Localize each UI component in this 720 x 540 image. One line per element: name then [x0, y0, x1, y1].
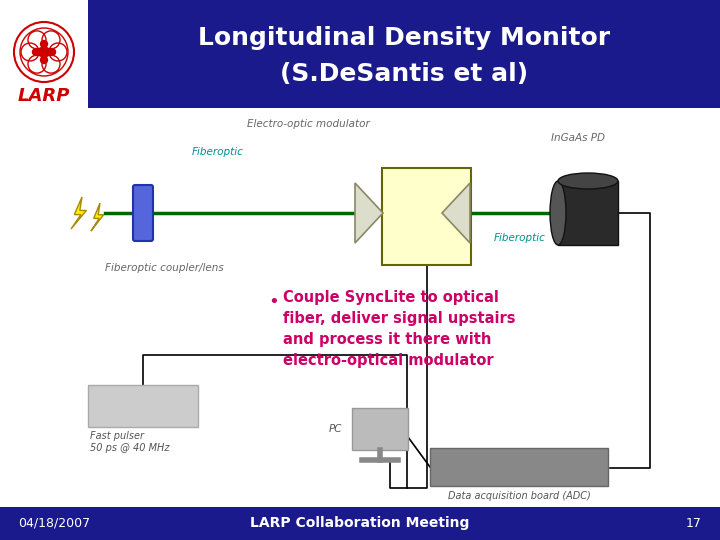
Ellipse shape: [550, 181, 566, 245]
FancyBboxPatch shape: [88, 385, 198, 427]
Polygon shape: [91, 203, 104, 231]
Circle shape: [39, 47, 49, 57]
Circle shape: [40, 57, 48, 64]
Text: Couple SyncLite to optical
fiber, deliver signal upstairs
and process it there w: Couple SyncLite to optical fiber, delive…: [283, 290, 516, 368]
FancyBboxPatch shape: [352, 408, 408, 450]
Text: 17: 17: [686, 517, 702, 530]
Text: Fiberoptic coupler/lens: Fiberoptic coupler/lens: [105, 263, 224, 273]
Text: (S.DeSantis et al): (S.DeSantis et al): [280, 62, 528, 86]
FancyBboxPatch shape: [133, 185, 153, 241]
Text: 04/18/2007: 04/18/2007: [18, 517, 90, 530]
FancyBboxPatch shape: [382, 168, 471, 265]
Text: Data acquisition board (ADC): Data acquisition board (ADC): [448, 491, 590, 501]
Text: Fast pulser
50 ps @ 40 MHz: Fast pulser 50 ps @ 40 MHz: [90, 431, 169, 453]
Polygon shape: [71, 197, 86, 229]
FancyBboxPatch shape: [0, 0, 720, 108]
Text: Longitudinal Density Monitor: Longitudinal Density Monitor: [198, 26, 610, 50]
FancyBboxPatch shape: [0, 507, 720, 540]
Text: LARP Collaboration Meeting: LARP Collaboration Meeting: [251, 516, 469, 530]
Text: •: •: [268, 293, 279, 311]
FancyBboxPatch shape: [558, 181, 618, 245]
Text: InGaAs PD: InGaAs PD: [551, 133, 605, 143]
Circle shape: [32, 49, 40, 56]
Circle shape: [40, 40, 48, 48]
Polygon shape: [442, 183, 470, 243]
Ellipse shape: [558, 173, 618, 189]
Polygon shape: [355, 183, 383, 243]
FancyBboxPatch shape: [430, 448, 608, 486]
Text: Electro-optic modulator: Electro-optic modulator: [247, 119, 369, 129]
FancyBboxPatch shape: [0, 0, 88, 108]
Text: PC: PC: [328, 424, 342, 434]
Text: Fiberoptic: Fiberoptic: [192, 147, 244, 157]
Text: LARP: LARP: [18, 87, 71, 105]
Circle shape: [48, 49, 55, 56]
Text: Fiberoptic: Fiberoptic: [494, 233, 546, 243]
